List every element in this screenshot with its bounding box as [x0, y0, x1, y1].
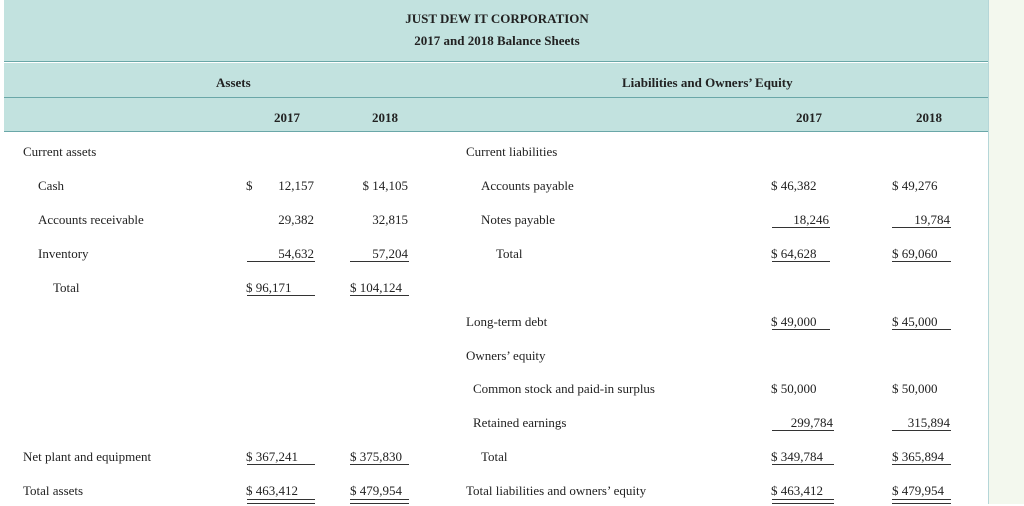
notes-payable-label: Notes payable: [481, 212, 556, 227]
current-liabilities-total-label: Total: [496, 246, 523, 261]
cash-dollar-2017: $: [246, 178, 253, 193]
sheet-subtitle: 2017 and 2018 Balance Sheets: [414, 33, 580, 48]
retained-earnings-2018-underline: [892, 430, 951, 431]
current-liabilities-label: Current liabilities: [466, 144, 558, 159]
equity-total-2018-underline: [892, 464, 951, 465]
total-assets-2018-double-underline: [350, 499, 409, 504]
equity-total-label: Total: [481, 449, 508, 464]
net-plant-2018: $ 375,830: [350, 449, 402, 464]
receivables-2017: 29,382: [278, 212, 314, 227]
notes-payable-2017-underline: [772, 227, 830, 228]
cash-label: Cash: [38, 178, 64, 193]
long-term-debt-2018-underline: [892, 329, 951, 330]
liabilities-year-2018: 2018: [916, 110, 942, 125]
assets-header: Assets: [216, 75, 251, 90]
inventory-2017: 54,632: [278, 246, 314, 261]
current-assets-total-2017: $ 96,171: [246, 280, 292, 295]
inventory-2017-underline: [247, 261, 315, 262]
current-liabilities-total-2017-underline: [772, 261, 830, 262]
liabilities-header: Liabilities and Owners’ Equity: [622, 75, 793, 90]
total-liabilities-2018: $ 479,954: [892, 483, 944, 498]
year-header-band: [4, 98, 988, 132]
current-liabilities-total-2017: $ 64,628: [771, 246, 817, 261]
net-plant-label: Net plant and equipment: [23, 449, 152, 464]
equity-total-2017: $ 349,784: [771, 449, 823, 464]
notes-payable-2018-underline: [892, 227, 951, 228]
long-term-debt-2017: $ 49,000: [771, 314, 817, 329]
inventory-2018: 57,204: [372, 246, 408, 261]
liabilities-year-2017: 2017: [796, 110, 822, 125]
equity-total-2017-underline: [772, 464, 834, 465]
notes-payable-2018: 19,784: [914, 212, 950, 227]
accounts-payable-2018: $ 49,276: [892, 178, 938, 193]
total-assets-label: Total assets: [23, 483, 84, 498]
current-liabilities-total-2018: $ 69,060: [892, 246, 938, 261]
retained-earnings-2017-underline: [772, 430, 834, 431]
net-plant-2017: $ 367,241: [246, 449, 298, 464]
retained-earnings-2018: 315,894: [907, 415, 950, 430]
common-stock-label: Common stock and paid-in surplus: [473, 381, 655, 396]
net-plant-2017-underline: [247, 464, 315, 465]
current-assets-total-2018: $ 104,124: [350, 280, 402, 295]
current-assets-total-2017-underline: [247, 295, 315, 296]
company-title: JUST DEW IT CORPORATION: [405, 11, 589, 26]
current-assets-total-label: Total: [53, 280, 80, 295]
cash-2018: $ 14,105: [362, 178, 409, 193]
assets-year-2018: 2018: [372, 110, 398, 125]
current-assets-total-2018-underline: [350, 295, 409, 296]
total-liabilities-2017: $ 463,412: [771, 483, 823, 498]
long-term-debt-2018: $ 45,000: [892, 314, 938, 329]
assets-year-2017: 2017: [274, 110, 300, 125]
current-assets-label: Current assets: [23, 144, 97, 159]
equity-total-2018: $ 365,894: [892, 449, 944, 464]
title-band: [4, 0, 988, 62]
long-term-debt-label: Long-term debt: [466, 314, 548, 329]
page-margin: [988, 0, 1024, 504]
common-stock-2017: $ 50,000: [771, 381, 817, 396]
total-liabilities-2017-double-underline: [772, 499, 834, 504]
retained-earnings-2017: 299,784: [790, 415, 833, 430]
total-assets-2018: $ 479,954: [350, 483, 402, 498]
balance-sheet-table: JUST DEW IT CORPORATION 2017 and 2018 Ba…: [4, 0, 989, 504]
accounts-payable-label: Accounts payable: [481, 178, 574, 193]
inventory-2018-underline: [350, 261, 409, 262]
long-term-debt-2017-underline: [772, 329, 830, 330]
receivables-label: Accounts receivable: [38, 212, 144, 227]
owners-equity-label: Owners’ equity: [466, 348, 546, 363]
retained-earnings-label: Retained earnings: [473, 415, 567, 430]
accounts-payable-2017: $ 46,382: [771, 178, 817, 193]
section-header-band: [4, 63, 988, 98]
receivables-2018: 32,815: [372, 212, 408, 227]
common-stock-2018: $ 50,000: [892, 381, 938, 396]
total-liabilities-label: Total liabilities and owners’ equity: [466, 483, 647, 498]
total-assets-2017: $ 463,412: [246, 483, 298, 498]
current-liabilities-total-2018-underline: [892, 261, 951, 262]
total-liabilities-2018-double-underline: [892, 499, 951, 504]
notes-payable-2017: 18,246: [793, 212, 829, 227]
net-plant-2018-underline: [350, 464, 409, 465]
total-assets-2017-double-underline: [247, 499, 315, 504]
inventory-label: Inventory: [38, 246, 89, 261]
cash-2017: 12,157: [278, 178, 314, 193]
